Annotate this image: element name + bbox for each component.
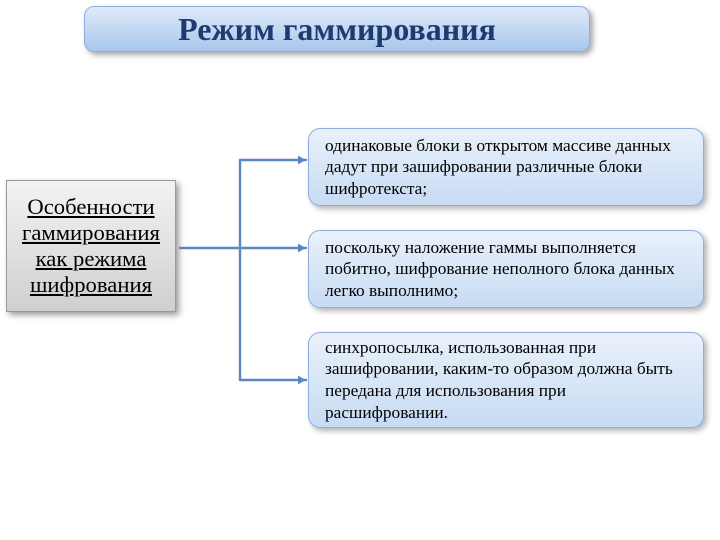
source-box: Особенности гаммирования как режима шифр… [6, 180, 176, 312]
source-box-text: Особенности гаммирования как режима шифр… [17, 194, 165, 298]
item-box-2: синхропосылка, использованная при зашифр… [308, 332, 704, 428]
item-box-0: одинаковые блоки в открытом массиве данн… [308, 128, 704, 206]
item-box-1: поскольку наложение гаммы выполняется по… [308, 230, 704, 308]
item-text: синхропосылка, использованная при зашифр… [325, 337, 687, 424]
page-title-text: Режим гаммирования [178, 11, 496, 48]
page-title: Режим гаммирования [84, 6, 590, 52]
item-text: одинаковые блоки в открытом массиве данн… [325, 135, 687, 200]
item-text: поскольку наложение гаммы выполняется по… [325, 237, 687, 302]
